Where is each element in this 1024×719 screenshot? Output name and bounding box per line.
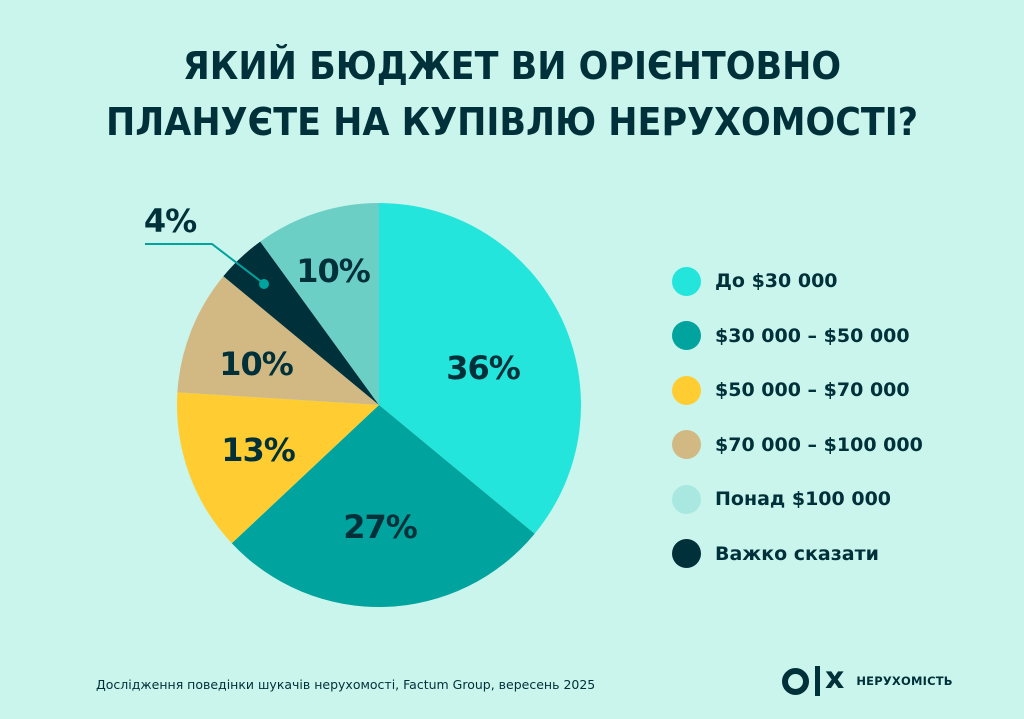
legend-swatch	[672, 266, 701, 296]
pie-slice-2	[177, 392, 379, 544]
legend-item-50k-70k: $50 000 – $70 000	[672, 363, 923, 418]
logo-text: НЕРУХОМІСТЬ	[856, 674, 953, 688]
olx-logo: x НЕРУХОМІСТЬ	[782, 661, 953, 696]
pie-labels: 36% 27% 13% 10% 10% 4%	[144, 202, 522, 546]
chart-title-line-2: ПЛАНУЄТЕ НА КУПІВЛЮ НЕРУХОМОСТІ?	[106, 100, 918, 144]
legend-label: $70 000 – $100 000	[715, 433, 923, 456]
legend-item-hard-to-say: Важко сказати	[672, 527, 923, 582]
legend-swatch	[672, 430, 701, 460]
pie-slice-1	[231, 405, 535, 608]
chart-title-line-1: ЯКИЙ БЮДЖЕТ ВИ ОРІЄНТОВНО	[182, 44, 842, 88]
slice-label-50k-70k: 13%	[221, 431, 296, 469]
logo-bar-icon	[815, 666, 820, 696]
legend-label: $50 000 – $70 000	[715, 379, 910, 402]
legend-item-over-100k: Понад $100 000	[672, 472, 923, 527]
pie-slice-5	[260, 203, 379, 405]
logo-x-icon: x	[825, 661, 845, 696]
slice-label-30k-50k: 27%	[343, 508, 418, 546]
legend-swatch	[672, 539, 701, 569]
legend-label: $30 000 – $50 000	[715, 324, 910, 347]
legend-label: До $30 000	[715, 270, 838, 293]
slice-label-over-100k: 10%	[296, 252, 371, 290]
chart-legend: До $30 000 $30 000 – $50 000 $50 000 – $…	[672, 254, 923, 581]
slice-label-under-30k: 36%	[446, 349, 521, 387]
pie-slice-3	[177, 276, 379, 405]
source-note: Дослідження поведінки шукачів нерухомост…	[96, 677, 596, 692]
legend-label: Понад $100 000	[715, 488, 892, 511]
legend-item-under-30k: До $30 000	[672, 254, 923, 309]
legend-item-70k-100k: $70 000 – $100 000	[672, 418, 923, 473]
chart-title: ЯКИЙ БЮДЖЕТ ВИ ОРІЄНТОВНО ПЛАНУЄТЕ НА КУ…	[41, 38, 983, 150]
legend-item-30k-50k: $30 000 – $50 000	[672, 309, 923, 364]
legend-swatch	[672, 375, 701, 405]
legend-label: Важко сказати	[715, 542, 879, 565]
legend-swatch	[672, 484, 701, 514]
callout-leader	[145, 243, 269, 289]
slice-label-hard-to-say: 4%	[144, 202, 197, 240]
pie-slice-0	[379, 203, 581, 534]
pie-slices	[177, 203, 581, 608]
olx-logo-mark: x	[782, 661, 845, 696]
legend-swatch	[672, 321, 701, 351]
logo-o-icon	[782, 667, 809, 695]
slice-label-70k-100k: 10%	[219, 345, 294, 383]
